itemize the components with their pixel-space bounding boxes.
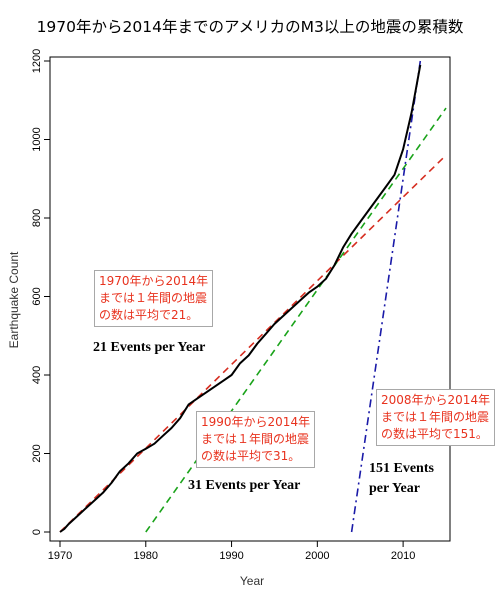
- annotation-label-21: 21 Events per Year: [93, 340, 206, 355]
- plot-frame: [49, 56, 451, 542]
- x-axis-label: Year: [240, 574, 264, 588]
- annotation-label-151: 151 Events per Year: [369, 461, 434, 496]
- axes: 1970 1980 1990 2000 2010 0 200 400 600 800 1000 120…: [31, 49, 415, 562]
- x-tick-label: 1980: [134, 550, 158, 562]
- y-tick-label: 800: [31, 209, 43, 227]
- annotation-box-1990: 1990年から2014年 までは１年間の地震 の数は平均で31。: [196, 411, 316, 468]
- series-trend-1970-2014: [59, 154, 447, 533]
- series-trend-2008-2014: [350, 60, 422, 533]
- y-tick-label: 1200: [31, 49, 43, 73]
- y-tick-label: 1000: [31, 127, 43, 151]
- series-layer: [59, 60, 447, 533]
- y-axis-label: Earthquake Count: [7, 251, 21, 348]
- series-cumulative-count: [59, 64, 422, 533]
- y-tick-label: 600: [31, 287, 43, 305]
- x-tick-label: 1990: [219, 550, 243, 562]
- x-tick-label: 1970: [48, 550, 72, 562]
- x-tick-label: 2010: [391, 550, 415, 562]
- x-tick-label: 2000: [305, 550, 329, 562]
- series-trend-1990-2014: [145, 107, 447, 533]
- annotation-label-31: 31 Events per Year: [188, 478, 301, 493]
- annotation-box-1970: 1970年から2014年 までは１年間の地震 の数は平均で21。: [94, 270, 214, 327]
- y-tick-label: 200: [31, 444, 43, 462]
- chart-title: 1970年から2014年までのアメリカのM3以上の地震の累積数: [37, 18, 464, 36]
- y-tick-label: 400: [31, 366, 43, 384]
- y-tick-label: 0: [31, 529, 43, 535]
- annotation-box-2008: 2008年から2014年 までは１年間の地震 の数は平均で151。: [376, 389, 496, 446]
